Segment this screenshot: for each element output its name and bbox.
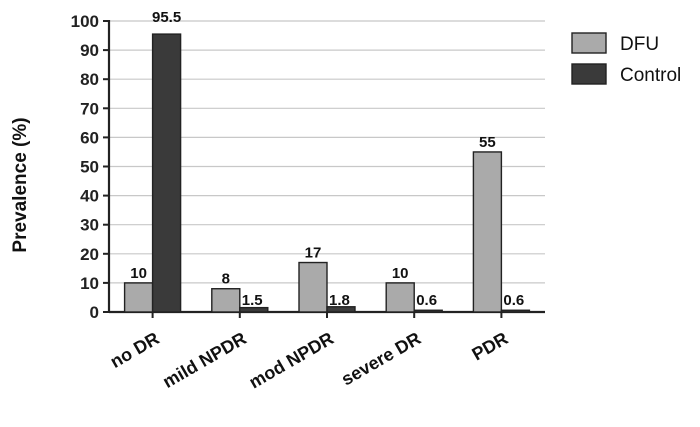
y-tick-label: 40: [80, 187, 99, 206]
y-tick-label: 70: [80, 99, 99, 118]
bar-control-0: [151, 33, 182, 313]
data-label-control-4: 0.6: [503, 292, 524, 309]
bar-control-3: [413, 309, 443, 313]
y-tick-label: 60: [80, 128, 99, 147]
x-category-label: mild NPDR: [159, 328, 250, 392]
y-tick-label: 0: [90, 303, 99, 322]
data-label-control-3: 0.6: [416, 292, 437, 309]
y-tick-label: 100: [71, 12, 99, 31]
bar-dfu-2: [298, 261, 328, 313]
bars: [123, 33, 531, 313]
legend-swatch-dfu: [571, 32, 607, 54]
y-tick-label: 90: [80, 41, 99, 60]
y-tick-label: 80: [80, 70, 99, 89]
bar-dfu-1: [211, 288, 241, 313]
y-tick-label: 20: [80, 245, 99, 264]
x-category-label: mod NPDR: [246, 328, 337, 392]
bar-control-2: [326, 306, 356, 313]
bar-dfu-3: [385, 282, 415, 313]
y-tick-label: 10: [80, 274, 99, 293]
y-axis-title: Prevalence (%): [10, 117, 31, 252]
legend-label-control: Control: [620, 65, 681, 86]
data-label-dfu-4: 55: [479, 134, 496, 151]
axes: [103, 20, 545, 318]
data-labels: 10 95.5 8 1.5 17 1.8 10 0.6 55 0.6: [130, 9, 524, 309]
x-category-label: no DR: [107, 328, 163, 372]
y-tick-label: 30: [80, 216, 99, 235]
data-label-dfu-0: 10: [130, 265, 147, 282]
data-label-dfu-3: 10: [392, 265, 409, 282]
bar-control-4: [500, 309, 531, 313]
bar-control-1: [239, 306, 269, 313]
data-label-control-1: 1.5: [242, 292, 263, 309]
data-label-dfu-2: 17: [305, 245, 322, 262]
gridlines: [109, 20, 545, 284]
bar-dfu-0: [123, 282, 154, 313]
x-category-label: PDR: [468, 328, 511, 364]
data-label-dfu-1: 8: [222, 271, 230, 288]
y-tick-label: 50: [80, 158, 99, 177]
legend: DFU Control: [571, 32, 681, 86]
legend-label-dfu: DFU: [620, 34, 659, 55]
data-label-control-0: 95.5: [152, 9, 181, 26]
bar-dfu-4: [472, 151, 503, 313]
tick-labels: 0 10 20 30 40 50 60 70 80 90 100: [71, 12, 99, 322]
x-category-label: severe DR: [338, 328, 424, 389]
data-label-control-2: 1.8: [329, 292, 350, 309]
legend-swatch-control: [571, 63, 607, 85]
